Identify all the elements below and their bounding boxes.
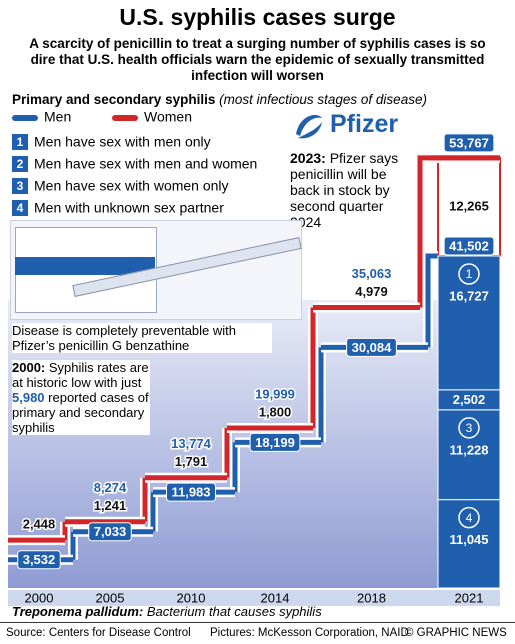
men-step — [425, 253, 438, 348]
logo-icon — [296, 115, 322, 139]
legend-label: Men — [44, 109, 71, 125]
note-text: Syphilis rates are at historic low with … — [12, 360, 149, 390]
subtitle: A scarcity of penicillin to treat a surg… — [29, 36, 486, 83]
total-label: 13,774 — [171, 436, 212, 451]
logo-swoosh — [298, 122, 322, 139]
total-label: 19,999 — [255, 386, 295, 401]
caption-text: Bacterium that causes syphilis — [143, 604, 322, 619]
women-value-label: 1,800 — [259, 404, 292, 419]
total-label: 35,063 — [352, 266, 392, 281]
caption-lead: Treponema pallidum: — [12, 604, 144, 619]
total-label: 53,767 — [449, 135, 489, 150]
source: Source: Centers for Disease Control — [6, 627, 191, 639]
x-axis-strip — [8, 590, 500, 606]
women-value-label: 12,265 — [449, 198, 489, 213]
group-circle — [458, 506, 480, 529]
men-value-label: 30,084 — [352, 340, 393, 355]
note-text: Pfizer says penicillin will be back in s… — [290, 150, 399, 230]
group-number: 1 — [17, 135, 24, 149]
group-badge — [12, 178, 28, 194]
chart-title: Primary and secondary syphilis — [12, 92, 216, 107]
title: U.S. syphilis cases surge — [119, 4, 396, 30]
pictures-credit: Pictures: McKesson Corporation, NAID — [210, 627, 409, 639]
group-label: Men with unknown sex partner — [34, 200, 224, 216]
group-number: 3 — [17, 179, 24, 193]
legend-swatch — [12, 115, 38, 121]
men-value-label-box — [249, 432, 301, 452]
note-lead: 2000: — [12, 360, 46, 375]
men-value-label-box — [346, 337, 397, 357]
total-label: 8,274 — [94, 480, 127, 495]
women-value-label: 1,791 — [175, 454, 208, 469]
drug-box-band — [15, 257, 155, 275]
group-circle — [458, 263, 480, 285]
section-heading: Primary and secondary syphilis (most inf… — [12, 92, 427, 107]
men-value-label: 18,199 — [255, 435, 295, 450]
note-value: 5,980 — [12, 390, 45, 405]
men-value-label-box — [443, 236, 495, 256]
x-tick-label: 2010 — [177, 590, 206, 605]
note-lead: 2023: — [290, 150, 326, 166]
group-number: 2 — [17, 157, 24, 171]
chart-subtitle: (most infectious stages of disease) — [219, 92, 427, 107]
footer-rule — [0, 622, 515, 623]
group-circle-number: 1 — [466, 267, 473, 281]
legend-swatch — [112, 115, 138, 121]
credit: © GRAPHIC NEWS — [405, 627, 507, 639]
group-value-label: 11,045 — [449, 532, 488, 547]
pfizer-note: 2023: Pfizer says penicillin will be bac… — [290, 150, 415, 230]
low-note: 2000: Syphilis rates are at historic low… — [12, 360, 150, 435]
women-value-label: 1,241 — [94, 498, 127, 513]
group-value-label: 11,228 — [449, 442, 488, 457]
group-badge — [12, 156, 28, 172]
group-badge — [12, 200, 28, 216]
group-label: Men have sex with men and women — [34, 156, 257, 172]
group-label: Men have sex with women only — [34, 178, 229, 194]
men-value-label: 7,033 — [94, 524, 127, 539]
logo-swoosh — [296, 115, 322, 136]
men-value-label: 41,502 — [449, 238, 489, 253]
group-circle-number: 3 — [466, 421, 473, 435]
x-tick-label: 2014 — [261, 590, 290, 605]
logo-text: Pfizer — [330, 110, 399, 138]
legend-label: Women — [144, 109, 192, 125]
women-value-label: 2,448 — [23, 517, 56, 532]
group-circle — [458, 417, 480, 439]
x-tick-label: 2000 — [25, 590, 54, 605]
men-value-label: 3,532 — [23, 552, 56, 567]
note-text: reported cases of primary and secondary … — [12, 390, 149, 435]
group-badge — [12, 134, 28, 150]
group-value-label: 2,502 — [453, 392, 486, 407]
group-circle-number: 4 — [466, 511, 473, 525]
men-value-label-box — [17, 550, 61, 570]
drug-photo — [10, 220, 302, 320]
x-tick-label: 2021 — [455, 590, 484, 605]
group-label: Men have sex with men only — [34, 134, 211, 150]
x-tick-label: 2018 — [357, 590, 386, 605]
men-value-label-box — [88, 522, 132, 542]
group-value-label: 16,727 — [449, 288, 489, 303]
x-tick-label: 2005 — [96, 590, 125, 605]
pfizer-logo: Pfizer — [290, 108, 405, 144]
total-label-box — [443, 133, 495, 153]
men-value-label: 11,983 — [171, 485, 210, 500]
group-number: 4 — [17, 201, 24, 215]
preventable-note: Disease is completely preventable with P… — [12, 323, 272, 353]
men-value-label-box — [165, 482, 217, 502]
women-value-label: 4,979 — [355, 284, 388, 299]
caption: Treponema pallidum: Bacterium that cause… — [12, 604, 322, 619]
